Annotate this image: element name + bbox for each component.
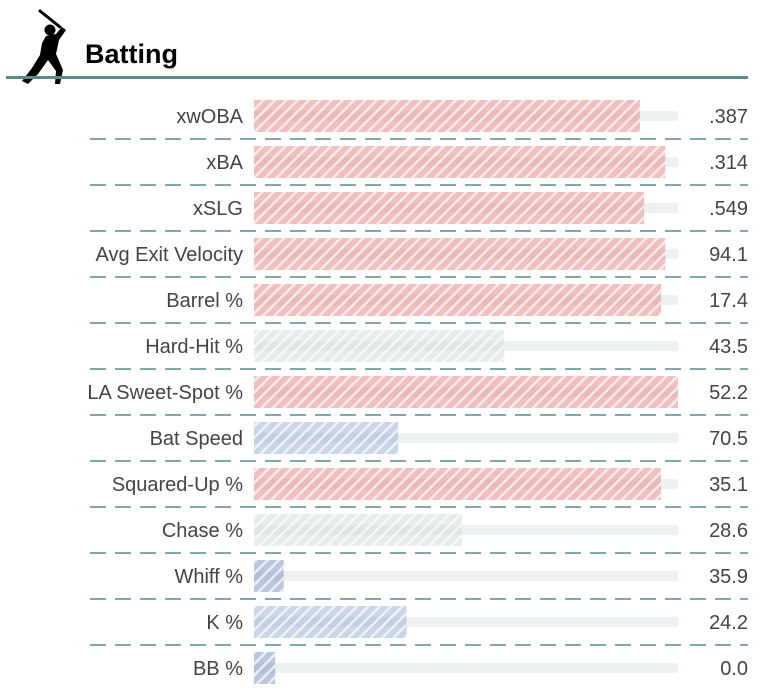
percentile-bar (254, 192, 645, 224)
stat-label: Barrel % (166, 290, 243, 312)
percentile-bar (254, 652, 276, 684)
stat-value: 0.0 (720, 658, 748, 680)
bar-track (254, 617, 678, 627)
stat-value: 35.1 (709, 474, 748, 496)
percentile-bar (254, 284, 662, 316)
percentile-bar (254, 514, 462, 546)
stat-label: Squared-Up % (112, 474, 243, 496)
percentile-bar (254, 560, 284, 592)
stat-label: BB % (193, 658, 243, 680)
stat-value: 17.4 (709, 290, 748, 312)
stat-value: 43.5 (709, 336, 748, 358)
percentile-bar (254, 100, 640, 132)
bar-track (254, 433, 678, 443)
percentile-bar (254, 146, 666, 178)
stat-label: Chase % (162, 520, 243, 542)
stat-value: 94.1 (709, 244, 748, 266)
stat-label: Hard-Hit % (145, 336, 243, 358)
stat-label: K % (206, 612, 243, 634)
stat-label: LA Sweet-Spot % (87, 382, 243, 404)
batter-silhouette-icon (22, 9, 66, 84)
percentile-bar (254, 330, 505, 362)
stat-label: Whiff % (174, 566, 243, 588)
stat-label: xBA (206, 152, 243, 174)
stat-label: Bat Speed (150, 428, 243, 450)
stat-value: 28.6 (709, 520, 748, 542)
stat-label: Avg Exit Velocity (96, 244, 243, 266)
stat-value: .387 (709, 106, 748, 128)
stat-label: xSLG (193, 198, 243, 220)
percentile-bar (254, 238, 666, 270)
header-rule (6, 76, 748, 79)
percentile-bar (254, 376, 678, 408)
stat-value: .314 (709, 152, 748, 174)
bar-track (254, 525, 678, 535)
bar-track (254, 663, 678, 673)
section-title: Batting (85, 39, 178, 69)
stat-value: 52.2 (709, 382, 748, 404)
stat-value: 70.5 (709, 428, 748, 450)
stat-rows: xwOBA .387 xBA .314 xSLG .549 Avg Exit Velocit… (87, 100, 748, 684)
bar-track (254, 571, 678, 581)
stat-label: xwOBA (176, 106, 243, 128)
percentile-bar (254, 468, 662, 500)
stat-value: 24.2 (709, 612, 748, 634)
percentile-bar (254, 606, 407, 638)
stat-value: 35.9 (709, 566, 748, 588)
percentile-bar (254, 422, 399, 454)
stat-value: .549 (709, 198, 748, 220)
